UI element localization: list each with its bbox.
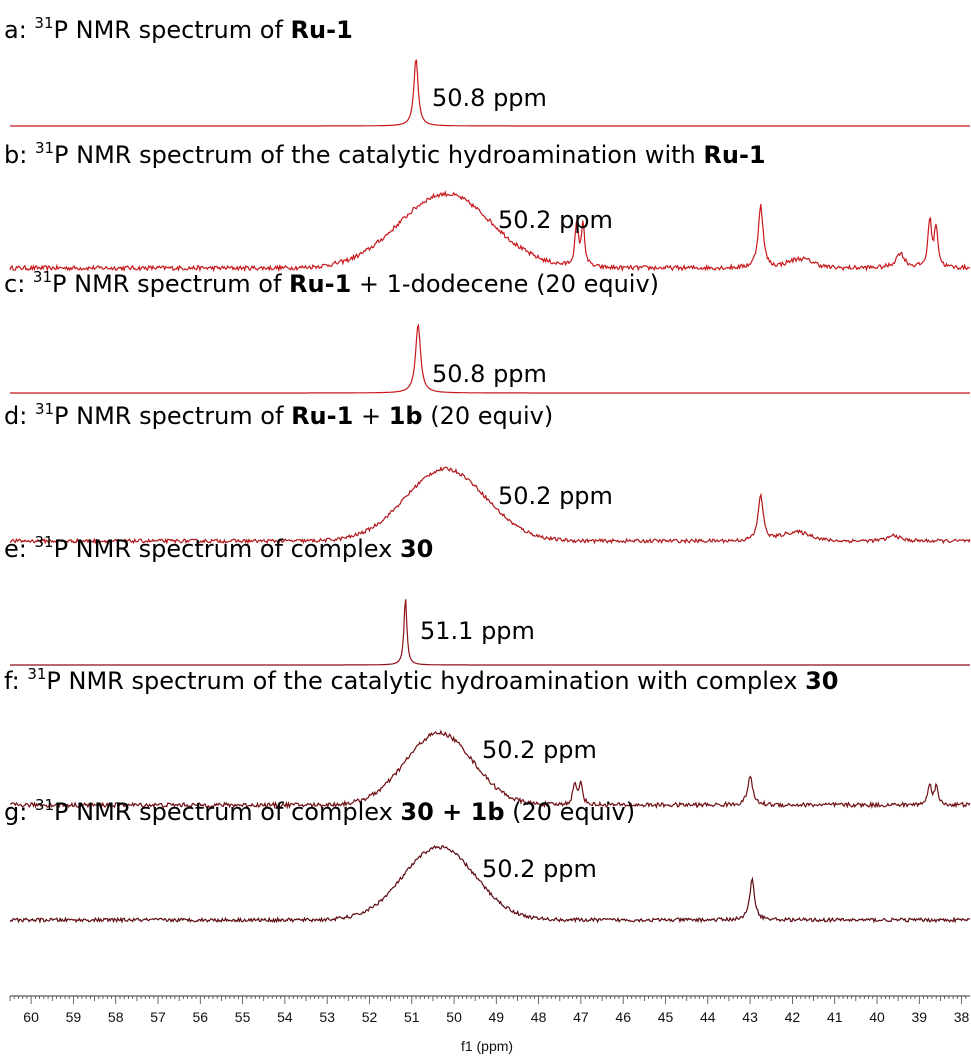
x-tick-label: 44 — [700, 1009, 716, 1025]
spectrum-title-b: b: 31P NMR spectrum of the catalytic hyd… — [4, 139, 766, 169]
x-tick-label: 56 — [193, 1009, 209, 1025]
peak-label-c: 50.8 ppm — [432, 360, 547, 388]
spectrum-title-a: a: 31P NMR spectrum of Ru-1 — [4, 14, 353, 44]
spectrum-trace-e — [10, 599, 970, 666]
x-tick-label: 60 — [23, 1009, 39, 1025]
peak-label-b: 50.2 ppm — [498, 206, 613, 234]
spectrum-title-c: c: 31P NMR spectrum of Ru-1 + 1-dodecene… — [4, 268, 659, 298]
x-tick-label: 53 — [319, 1009, 335, 1025]
x-tick-label: 52 — [362, 1009, 378, 1025]
spectrum-trace-a — [10, 59, 970, 127]
x-axis: 60 59 58 57 56 55 54 53 52 51 50 49 48 47 46 45 44 43 42 41… — [9, 995, 970, 1025]
x-tick-label: 51 — [404, 1009, 420, 1025]
x-tick-label: 58 — [108, 1009, 124, 1025]
x-tick-label: 39 — [912, 1009, 928, 1025]
spectrum-panel-b: b: 31P NMR spectrum of the catalytic hyd… — [4, 139, 971, 273]
spectrum-panel-a: a: 31P NMR spectrum of Ru-1 50.8 ppm — [4, 14, 970, 127]
peak-label-d: 50.2 ppm — [498, 482, 613, 510]
spectrum-trace-b — [9, 190, 971, 273]
spectrum-panel-d: d: 31P NMR spectrum of Ru-1 + 1b (20 equ… — [4, 400, 971, 545]
spectrum-trace-g — [9, 845, 971, 924]
peak-label-f: 50.2 ppm — [482, 736, 597, 764]
spectrum-trace-d — [9, 465, 971, 545]
x-tick-label: 59 — [66, 1009, 82, 1025]
x-tick-label: 48 — [531, 1009, 547, 1025]
x-tick-label: 50 — [446, 1009, 462, 1025]
x-tick-label: 54 — [277, 1009, 293, 1025]
x-tick-label: 57 — [150, 1009, 166, 1025]
spectrum-panel-e: e: 31P NMR spectrum of complex 30 51.1 pp… — [4, 533, 970, 666]
x-tick-label: 40 — [869, 1009, 885, 1025]
x-tick-label: 46 — [615, 1009, 631, 1025]
x-tick-label: 55 — [235, 1009, 251, 1025]
x-tick-label: 47 — [573, 1009, 589, 1025]
spectrum-title-g: g: 31P NMR spectrum of complex 30 + 1b (… — [4, 796, 635, 826]
x-axis-label: f1 (ppm) — [461, 1038, 513, 1054]
x-tick-label: 45 — [658, 1009, 674, 1025]
x-tick-label: 41 — [827, 1009, 843, 1025]
peak-label-e: 51.1 ppm — [420, 617, 535, 645]
spectrum-trace-f — [9, 729, 971, 810]
x-tick-label: 42 — [785, 1009, 801, 1025]
peak-label-g: 50.2 ppm — [482, 855, 597, 883]
spectrum-trace-c — [10, 323, 970, 394]
spectrum-panel-c: c: 31P NMR spectrum of Ru-1 + 1-dodecene… — [4, 268, 970, 394]
spectrum-title-e: e: 31P NMR spectrum of complex 30 — [4, 533, 433, 563]
peak-label-a: 50.8 ppm — [432, 84, 547, 112]
x-tick-label: 43 — [742, 1009, 758, 1025]
spectrum-panel-g: g: 31P NMR spectrum of complex 30 + 1b (… — [4, 796, 971, 924]
x-tick-label: 38 — [954, 1009, 970, 1025]
spectra-panels: a: 31P NMR spectrum of Ru-1 50.8 ppm b: 31… — [4, 14, 971, 924]
spectrum-panel-f: f: 31P NMR spectrum of the catalytic hyd… — [4, 665, 971, 810]
spectrum-title-f: f: 31P NMR spectrum of the catalytic hyd… — [4, 665, 838, 695]
spectrum-title-d: d: 31P NMR spectrum of Ru-1 + 1b (20 equ… — [4, 400, 553, 430]
x-tick-label: 49 — [489, 1009, 505, 1025]
